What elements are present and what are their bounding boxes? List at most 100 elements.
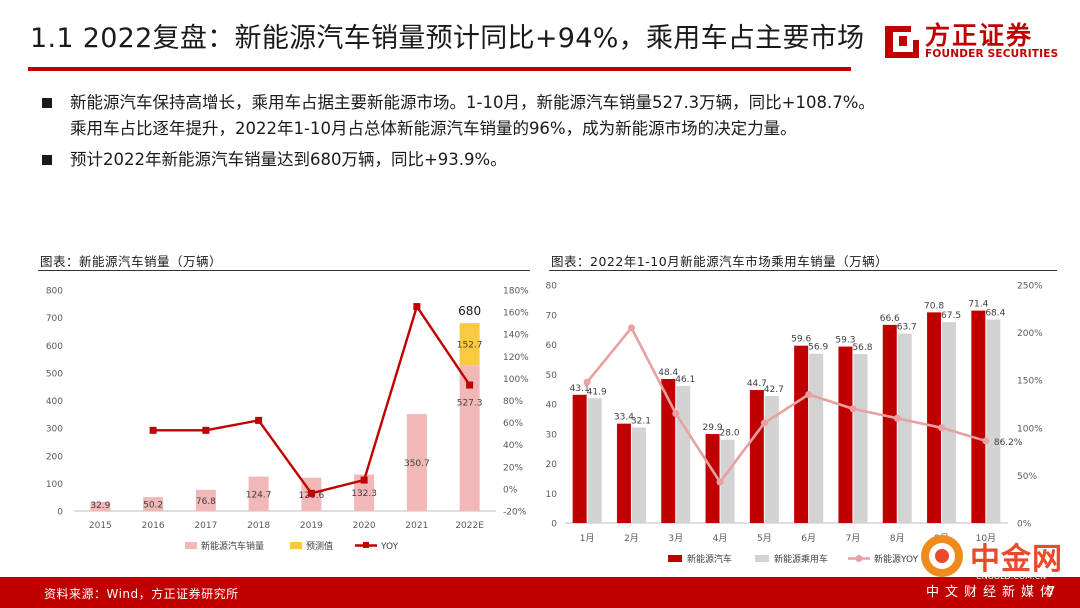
yoy-marker: [255, 416, 263, 424]
bar-nev: [749, 390, 764, 523]
x-tick-label: 2015: [89, 521, 112, 531]
nev-data-label: 44.7: [747, 379, 767, 389]
bar-nev: [661, 379, 676, 523]
y-tick-label: 30: [546, 430, 558, 440]
y-tick-label: 70: [546, 311, 558, 321]
y-tick-label: 50: [546, 371, 558, 381]
nev-data-label: 71.4: [968, 300, 988, 310]
yoy-marker: [805, 390, 813, 398]
title-divider: [28, 67, 851, 71]
y2-tick-label: 160%: [503, 309, 529, 319]
y2-tick-label: 200%: [1017, 329, 1043, 339]
x-tick-label: 2月: [624, 533, 639, 544]
yoy-marker: [760, 419, 768, 427]
x-tick-label: 10月: [976, 533, 996, 544]
y-tick-label: 0: [57, 508, 63, 518]
bar-sales: [90, 501, 111, 511]
nev-data-label: 59.3: [835, 336, 855, 346]
bar-sales: [459, 365, 480, 511]
bar-passenger: [809, 353, 824, 523]
passenger-data-label: 41.9: [587, 387, 607, 397]
bar-nev: [572, 394, 587, 523]
bar-passenger: [720, 439, 735, 523]
sales-data-label: 124.7: [246, 490, 272, 500]
yoy-marker: [627, 324, 635, 332]
yoy-marker: [202, 426, 210, 434]
yoy-marker: [466, 381, 474, 389]
y2-tick-label: 100%: [1017, 424, 1043, 434]
x-tick-label: 1月: [580, 533, 595, 544]
legend-label-sales: 新能源汽车销量: [201, 540, 264, 552]
bullet-line: 新能源汽车保持高增长，乘用车占据主要新能源市场。1-10月，新能源汽车销量527…: [70, 93, 875, 112]
legend-label-forecast: 预测值: [306, 540, 333, 552]
nev-data-label: 43.1: [570, 384, 590, 394]
y2-tick-label: 60%: [503, 419, 523, 429]
bar-passenger: [942, 322, 957, 523]
y2-tick-label: 140%: [503, 331, 529, 341]
legend-label-yoy: YOY: [380, 542, 399, 552]
y-tick-label: 800: [46, 287, 63, 297]
x-tick-label: 6月: [801, 533, 816, 544]
x-tick-label: 2021: [405, 521, 428, 531]
y-tick-label: 300: [46, 425, 63, 435]
legend-swatch-sales: [185, 542, 197, 549]
bullet-line: 预计2022年新能源汽车销量达到680万辆，同比+93.9%。: [70, 150, 507, 169]
bar-nev: [927, 312, 942, 523]
bar-passenger: [853, 354, 868, 523]
x-tick-label: 2018: [247, 521, 270, 531]
legend-label-passenger: 新能源乘用车: [774, 553, 828, 565]
watermark: 中金网 CNGOLD.COM.CN 中文财经新媒体: [918, 530, 1078, 602]
page-number: 7: [1046, 583, 1056, 601]
yoy-marker: [716, 478, 724, 486]
y2-tick-label: 40%: [503, 441, 523, 451]
footer-bar: 资料来源：Wind，方正证券研究所 7: [0, 577, 1080, 608]
company-logo: 方正证券 FOUNDER SECURITIES: [883, 16, 1073, 64]
yoy-data-label: 86.2%: [994, 438, 1023, 448]
passenger-data-label: 63.7: [897, 322, 917, 332]
sales-data-label: 50.2: [143, 501, 163, 511]
passenger-data-label: 46.1: [675, 375, 695, 385]
y-tick-label: 100: [46, 480, 63, 490]
y2-tick-label: 80%: [503, 397, 523, 407]
bar-sales: [195, 489, 216, 511]
nev-data-label: 66.6: [880, 314, 900, 324]
x-tick-label: 2017: [194, 521, 217, 531]
y-tick-label: 700: [46, 314, 63, 324]
yoy-marker: [413, 303, 421, 311]
left-chart-title: 图表：新能源汽车销量（万辆）: [40, 254, 223, 269]
yoy-line: [586, 325, 987, 485]
nev-data-label: 33.4: [614, 413, 634, 423]
x-tick-label: 2016: [142, 521, 165, 531]
watermark-text: 中金网: [970, 542, 1063, 577]
x-tick-label: 2020: [353, 521, 376, 531]
sales-data-label: 350.7: [404, 459, 430, 469]
bar-nev: [705, 434, 720, 523]
bar-passenger: [676, 385, 691, 523]
left-chart: 0 100 200 300 400 500 600 700 800 -20% 0% 20% 40% 60%…: [46, 287, 529, 553]
y-tick-label: 80: [546, 282, 558, 292]
legend-swatch-passenger: [755, 555, 769, 562]
page-title: 1.1 2022复盘：新能源汽车销量预计同比+94%，乘用车占主要市场: [30, 23, 865, 54]
legend-marker-yoy: [363, 542, 369, 548]
sales-data-label: 32.9: [90, 501, 110, 511]
y2-tick-label: 0%: [503, 485, 518, 495]
bullet-item: 预计2022年新能源汽车销量达到680万辆，同比+93.9%。: [40, 147, 1060, 173]
logo-text-cn: 方正证券: [925, 21, 1034, 50]
yoy-marker: [938, 424, 946, 432]
y2-tick-label: 150%: [1017, 377, 1043, 387]
bar-sales: [354, 474, 375, 511]
y-tick-label: 200: [46, 452, 63, 462]
nev-data-label: 70.8: [924, 301, 944, 311]
bar-nev: [971, 310, 986, 523]
passenger-data-label: 32.1: [631, 417, 651, 427]
y2-tick-label: 250%: [1017, 282, 1043, 292]
bullet-line: 乘用车占比逐年提升，2022年1-10月占总体新能源汽车销量的96%，成为新能源…: [70, 119, 797, 138]
bullet-item: 新能源汽车保持高增长，乘用车占据主要新能源市场。1-10月，新能源汽车销量527…: [40, 90, 1060, 142]
legend-swatch-nev: [668, 555, 682, 562]
yoy-marker: [893, 414, 901, 422]
right-chart: 0 10 20 30 40 50 60 70 80 0% 50% 100% 150% 200% 250% 43…: [546, 282, 1044, 566]
yoy-marker: [672, 410, 680, 418]
bar-sales: [406, 414, 427, 511]
nev-data-label: 48.4: [658, 368, 678, 378]
y-tick-label: 40: [546, 401, 558, 411]
